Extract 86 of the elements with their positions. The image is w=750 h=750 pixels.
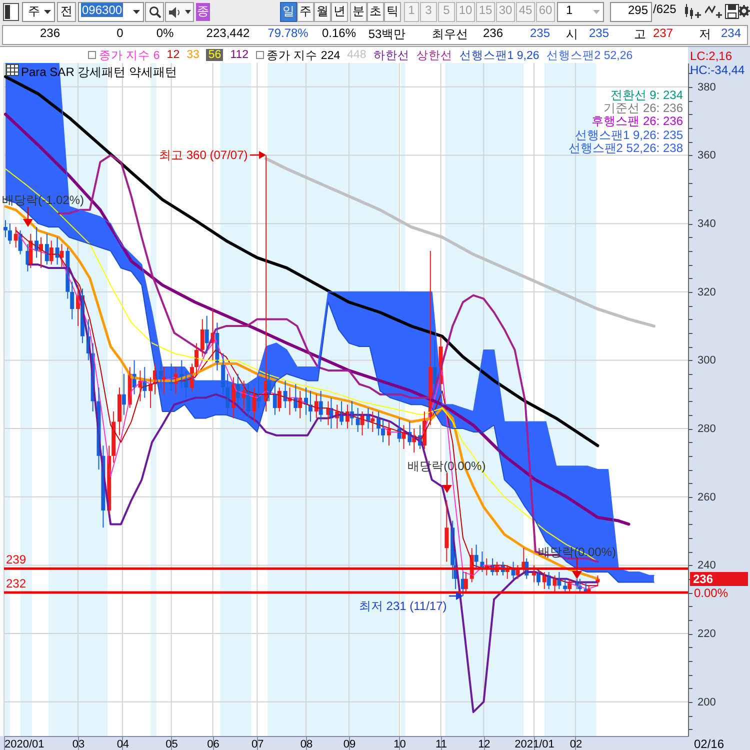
text: 상한선	[416, 48, 452, 62]
annotation: 최저 231 (11/17)	[358, 598, 447, 615]
text: /625	[653, 2, 678, 18]
text: HC:-34,44	[690, 63, 745, 77]
x-tick-label: 05	[166, 738, 178, 750]
text: 선행스팬1 9,26	[459, 48, 540, 62]
text: 235	[588, 26, 610, 42]
y-tick-label: 260	[698, 491, 716, 504]
button: 1	[404, 2, 419, 22]
button: 종	[196, 3, 210, 21]
y-tick-label: 200	[698, 696, 716, 708]
text: 112	[230, 49, 249, 61]
text: 33	[186, 49, 200, 61]
text: 236	[482, 26, 504, 42]
x-tick-label: 03	[72, 738, 85, 750]
annotation: 선행스팬1 9,26: 235	[574, 127, 683, 143]
button: 60	[536, 2, 555, 22]
number-field: 295	[610, 2, 652, 22]
button: 주	[297, 2, 314, 22]
text: 236	[38, 26, 62, 42]
button: 년	[331, 2, 348, 22]
button: 초	[367, 2, 384, 22]
x-tick-label: 08	[300, 738, 313, 750]
text: 0.16%	[320, 26, 358, 42]
button: 틱	[384, 2, 401, 22]
text: 선행스팬2 52,26	[546, 48, 633, 62]
text: 종가 지수 224	[266, 48, 340, 62]
x-tick-label: 11	[436, 738, 447, 750]
x-tick-label: 2020/01	[4, 738, 44, 750]
text: 237	[652, 26, 674, 42]
text: 02/16	[694, 737, 724, 750]
dropdown-field: 주	[22, 2, 55, 22]
text: 0%	[155, 26, 175, 42]
y-tick-label: 380	[698, 81, 716, 94]
y-tick-label: 300	[698, 354, 716, 367]
text: 종가 지수 6	[99, 48, 160, 62]
button: 10	[456, 2, 475, 22]
text-field: 096300	[78, 2, 144, 22]
y-tick-label: 340	[698, 218, 716, 230]
text: 223,442	[205, 26, 251, 42]
annotation: 후행스팬 26: 236	[592, 114, 683, 130]
text: 234	[720, 26, 742, 42]
text: 시	[565, 26, 579, 43]
button: 분	[350, 2, 367, 22]
dropdown-field: 1	[557, 2, 604, 22]
button: 30	[496, 2, 515, 22]
text: 0.00%	[694, 586, 728, 600]
text: 저	[698, 26, 712, 43]
annotation: 최고 360 (07/07)	[159, 147, 248, 164]
text: 하한선	[373, 48, 410, 62]
button: 월	[314, 2, 331, 22]
annotation: 전환선 9: 234	[610, 87, 683, 103]
text: 0	[116, 26, 124, 42]
y-tick-label: 320	[698, 286, 716, 298]
text: 고	[633, 26, 647, 43]
text: LC:2,16	[690, 49, 732, 63]
annotation: 선행스팬2 52,26: 238	[568, 141, 683, 157]
annotation: 기준선 26: 236	[604, 100, 683, 116]
button: 일	[280, 2, 297, 22]
text: 236	[690, 572, 748, 586]
x-tick-label: 2021/01	[514, 738, 554, 750]
y-tick-label: 280	[698, 423, 716, 436]
text: 12	[166, 49, 180, 61]
y-tick-label: 240	[698, 560, 716, 572]
text: 최우선	[431, 26, 469, 43]
text: 56	[206, 49, 224, 61]
ref-line-label: 239	[6, 552, 26, 567]
y-tick-label: 360	[698, 150, 716, 162]
text: 448	[347, 49, 366, 61]
x-tick-label: 12	[478, 738, 490, 750]
text: 235	[528, 26, 552, 42]
x-tick-label: 04	[116, 738, 130, 750]
button: 5	[438, 2, 455, 22]
x-tick-label: 09	[343, 738, 356, 750]
button: 3	[420, 2, 437, 22]
button: 전	[57, 2, 76, 22]
button: 15	[476, 2, 495, 22]
x-tick-label: 06	[207, 738, 220, 750]
x-tick-label: 07	[252, 738, 264, 750]
x-tick-label: 02	[570, 738, 582, 750]
y-tick-label: 220	[698, 628, 716, 640]
text: 53백만	[367, 26, 407, 43]
x-tick-label: 10	[394, 738, 406, 750]
text: 79.78%	[266, 26, 310, 42]
button: 45	[516, 2, 535, 22]
ref-line-label: 232	[6, 576, 26, 591]
